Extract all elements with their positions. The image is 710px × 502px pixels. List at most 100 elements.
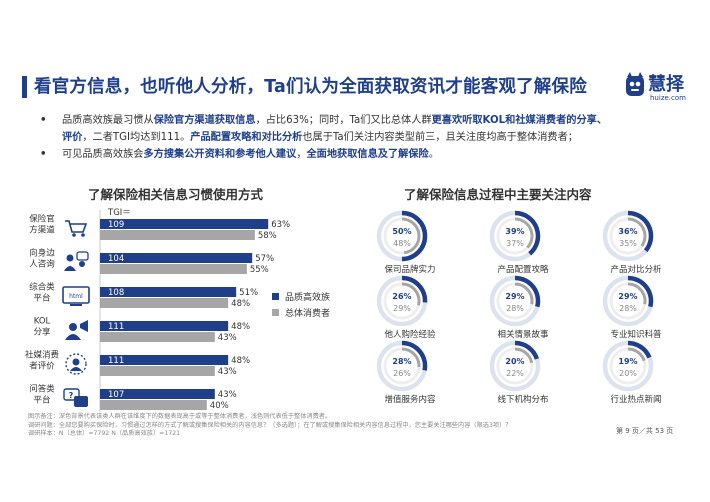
people-consult-icon <box>64 251 89 271</box>
page-number: 第 9 页／共 53 页 <box>616 427 674 435</box>
donut-item: 39% 37% 产品配置攻略 <box>489 210 549 275</box>
donut-value-primary: 19% <box>618 357 637 366</box>
bar-chart-legend: 品质高效族 总体消费者 <box>272 288 330 320</box>
highlight-text: 全面地获取信息及了解保险 <box>306 149 429 160</box>
donut-label: 保司品牌实力 <box>384 264 435 275</box>
category-label: 向身边 <box>29 248 55 259</box>
donut-value-primary: 28% <box>392 357 411 366</box>
bar-value-label: 63% <box>271 220 290 230</box>
category-label: 社媒消费 <box>25 350 60 361</box>
category-label: 保险官 <box>29 214 55 225</box>
bar-value-label: 48% <box>231 299 250 309</box>
svg-text:?: ? <box>69 391 74 400</box>
category-label: 者评价 <box>29 362 55 372</box>
bullet-text: 也属于Ta们关注内容类型前三，且关注度均高于整体消费者； <box>302 132 578 143</box>
bullet-line: 可见品质高效族会多方搜集公开资料和参考他人建议，全面地获取信息及了解保险。 <box>62 146 686 163</box>
donut-arc-overall <box>401 217 421 255</box>
legend-swatch <box>272 308 279 316</box>
donut-arc-overall <box>514 347 534 364</box>
donut-value-primary: 29% <box>505 292 524 301</box>
donut-label: 产品对比分析 <box>610 264 662 275</box>
category-label: 平台 <box>33 395 50 406</box>
category-label: 平台 <box>33 293 50 304</box>
bar-quality-efficient <box>100 219 269 229</box>
donut-arc-overall <box>627 282 647 305</box>
donut-item: 28% 26% 增值服务内容 <box>376 340 436 405</box>
bar-overall <box>100 332 215 342</box>
donut-label: 增值服务内容 <box>384 394 436 405</box>
donut-value-secondary: 37% <box>506 239 524 248</box>
highlight-text: 保险官方渠道获取信息 <box>153 115 256 126</box>
bar-overall <box>100 400 207 410</box>
legend-item: 品质高效族 <box>272 288 330 304</box>
donut-value-secondary: 22% <box>506 369 524 378</box>
donut-value-secondary: 29% <box>393 304 411 313</box>
highlight-text: 更喜欢听取KOL和社媒消费者的分享、 <box>431 115 608 126</box>
bar-quality-efficient <box>100 287 237 297</box>
donut-arc-overall <box>514 217 534 249</box>
donut-value-primary: 29% <box>618 292 637 301</box>
donut-value-primary: 39% <box>505 227 524 236</box>
footnote: 图示备注：深色背景代表该类人群在该维度下的数据表现高于或等于整体消费者，浅色则代… <box>28 413 608 439</box>
bar-value-label: 55% <box>250 265 269 275</box>
donut-value-secondary: 28% <box>506 304 524 313</box>
donut-arc-quality-efficient <box>514 275 541 308</box>
summary-bullets: • 品质高效族最习惯从保险官方渠道获取信息，占比63%；同时，Ta们又比总体人群更… <box>36 112 686 163</box>
bullet-text: ，二者TGI均达到111。 <box>82 132 191 143</box>
tgi-value: 107 <box>108 390 124 400</box>
donut-value-primary: 26% <box>392 292 411 301</box>
bar-quality-efficient <box>100 355 229 365</box>
svg-text:html: html <box>69 293 83 300</box>
donut-value-primary: 50% <box>392 227 411 236</box>
donut-label: 线下机构分布 <box>497 394 548 405</box>
donut-arc-overall <box>514 282 534 305</box>
donut-item: 29% 28% 专业知识科普 <box>602 275 662 340</box>
category-label: 综合类 <box>29 282 55 293</box>
donut-value-secondary: 35% <box>619 239 637 248</box>
footnote-sample: 调研样本：N（总体）=7792 N（品质高效族）=1721 <box>28 430 181 438</box>
donut-value-secondary: 20% <box>619 369 637 378</box>
bar-value-label: 58% <box>258 231 277 241</box>
shopping-cart-icon <box>65 220 88 237</box>
legend-item: 总体消费者 <box>272 304 330 320</box>
tgi-value: 109 <box>108 220 124 230</box>
focus-content-donut-grid: 50%48%保司品牌实力39%37%产品配置攻略36%35%产品对比分析26%2… <box>376 210 662 405</box>
donut-item: 29% 28% 相关情景故事 <box>489 275 549 340</box>
donut-arc-quality-efficient <box>401 275 428 303</box>
donut-label: 产品配置攻略 <box>497 264 549 275</box>
html-monitor-icon: html <box>62 286 90 306</box>
donut-value-primary: 36% <box>618 227 637 236</box>
donut-arc-quality-efficient <box>514 210 541 256</box>
donut-label: 行业热点新闻 <box>610 394 661 405</box>
tgi-value: 108 <box>108 288 124 298</box>
donut-arc-overall <box>401 347 421 368</box>
bullet-text: 品质高效族最习惯从 <box>62 115 154 126</box>
category-label: 方渠道 <box>29 225 55 236</box>
donut-label: 他人购险经验 <box>384 329 436 340</box>
donut-arc-overall <box>627 347 646 362</box>
footnote-remark: 图示备注：深色背景代表该类人群在该维度下的数据表现高于或等于整体消费者，浅色则代… <box>28 413 332 420</box>
highlight-text: 多方搜集公开资料和参考他人建议 <box>143 149 297 160</box>
donut-value-secondary: 26% <box>393 369 411 378</box>
bullet-text: ，占比63%；同时，Ta们又比总体人群 <box>255 115 432 126</box>
right-chart-title: 了解保险信息过程中主要关注内容 <box>404 187 592 202</box>
donut-arc-overall <box>627 217 647 247</box>
donut-arc-quality-efficient <box>514 340 540 360</box>
donut-arc-quality-efficient <box>627 275 654 308</box>
tgi-value: 111 <box>108 356 124 366</box>
highlight-text: 产品配置攻略和对比分析 <box>190 132 303 143</box>
donut-arc-quality-efficient <box>401 340 428 371</box>
category-label: 问答类 <box>29 384 55 395</box>
donut-value-primary: 20% <box>505 357 524 366</box>
bar-quality-efficient <box>100 389 215 399</box>
donut-arc-quality-efficient <box>627 340 652 359</box>
bullet-dot: • <box>40 149 47 160</box>
bar-value-label: 43% <box>218 390 237 400</box>
bullet-text: 。 <box>428 149 439 160</box>
title-accent-bar <box>22 76 27 98</box>
